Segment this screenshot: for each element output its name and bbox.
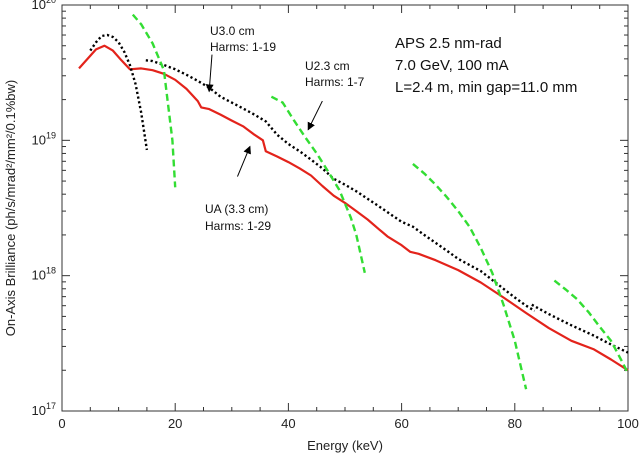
annotation-label: U2.3 cm	[305, 59, 350, 73]
series-layer	[78, 13, 630, 390]
info-block: APS 2.5 nm-rad 7.0 GeV, 100 mA L=2.4 m, …	[395, 35, 577, 96]
x-tick-label: 40	[281, 416, 295, 431]
series-line	[78, 44, 629, 372]
y-tick-label: 1020	[32, 0, 56, 12]
info-line: 7.0 GeV, 100 mA	[395, 57, 509, 74]
annotation-label: UA (3.3 cm)	[205, 202, 268, 216]
y-tick-label: 1018	[32, 266, 56, 283]
series-line	[412, 162, 528, 390]
annotation-arrow	[236, 145, 251, 177]
series-line	[270, 95, 366, 274]
annotations: U3.0 cm Harms: 1-19 U2.3 cm Harms: 1-7 UA (3…	[205, 24, 365, 233]
series-line	[553, 279, 630, 374]
x-tick-label: 100	[617, 416, 639, 431]
y-axis-label: On-Axis Brilliance (ph/s/mrad²/mm²/0.1%b…	[3, 80, 18, 336]
info-line: APS 2.5 nm-rad	[395, 35, 502, 52]
annotation-label: Harms: 1-29	[205, 219, 271, 233]
annotation-label: Harms: 1-19	[210, 40, 276, 54]
axis-ticks	[61, 4, 629, 412]
series-line	[89, 33, 149, 151]
info-line: L=2.4 m, min gap=11.0 mm	[395, 79, 577, 96]
axis-tick-labels: 0 20 40 60 80 100 1017 1018 1019 1020	[32, 0, 639, 431]
y-tick-label: 1017	[32, 401, 56, 418]
y-tick-label: 1019	[32, 130, 56, 147]
annotation-label: Harms: 1-7	[305, 75, 365, 89]
x-tick-label: 0	[58, 416, 65, 431]
series-line	[145, 59, 536, 312]
x-axis-label: Energy (keV)	[307, 438, 383, 453]
annotation-arrow	[307, 100, 323, 131]
x-tick-label: 60	[394, 416, 408, 431]
series-line	[131, 13, 177, 188]
x-tick-label: 80	[508, 416, 522, 431]
annotation-arrow	[205, 54, 214, 93]
annotation-label: U3.0 cm	[210, 24, 255, 38]
x-tick-label: 20	[168, 416, 182, 431]
